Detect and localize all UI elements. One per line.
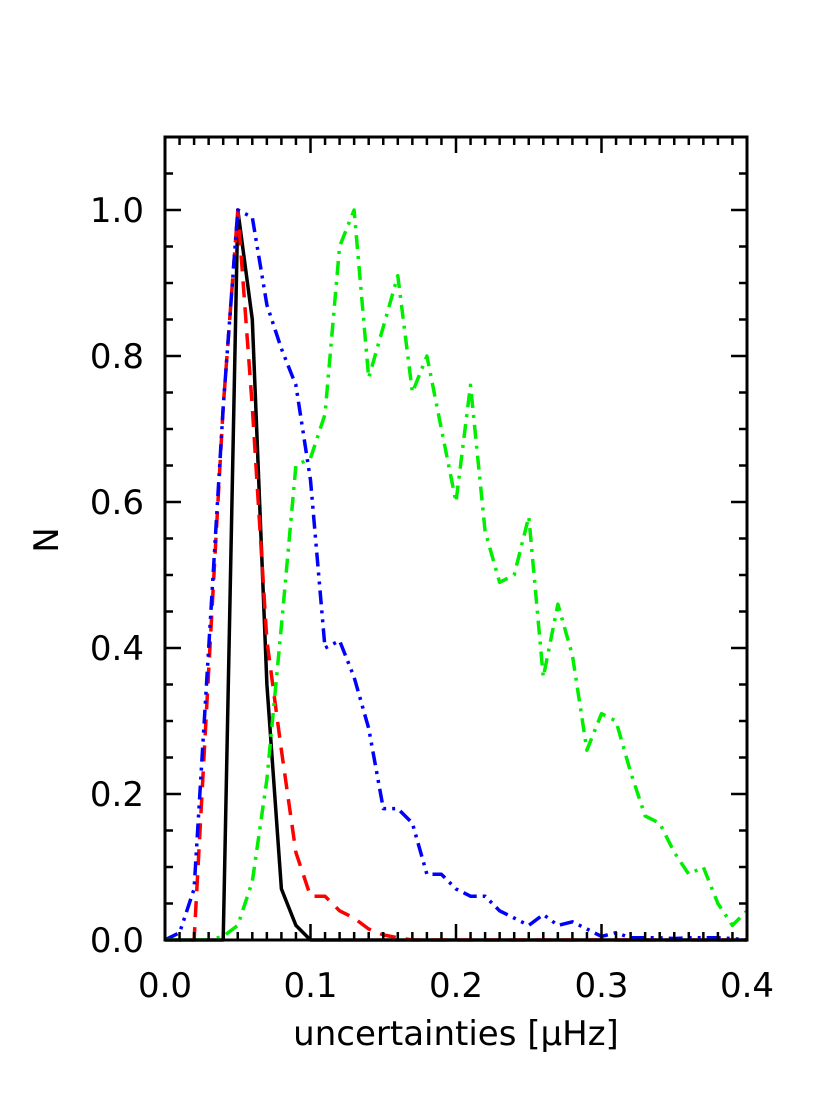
x-tick-label: 0.4 (720, 966, 774, 1006)
x-tick-label: 0.2 (429, 966, 483, 1006)
x-axis-title: uncertainties [μHz] (293, 1014, 619, 1054)
y-tick-label: 0.2 (90, 775, 144, 815)
axis-ticks (163, 135, 749, 942)
y-axis-title: N (27, 527, 67, 552)
y-tick-label: 0.6 (90, 483, 144, 523)
y-tick-labels: 0.0 0.2 0.4 0.6 0.8 1.0 (90, 191, 144, 961)
y-tick-label: 0.0 (90, 921, 144, 961)
y-tick-label: 1.0 (90, 191, 144, 231)
x-tick-labels: 0.0 0.1 0.2 0.3 0.4 (138, 966, 774, 1006)
x-tick-label: 0.3 (574, 966, 628, 1006)
y-tick-label: 0.4 (90, 629, 144, 669)
plot-frame (163, 135, 749, 942)
series-line-1 (165, 208, 747, 942)
series-line-4 (165, 208, 749, 942)
series-line-3 (164, 208, 748, 942)
x-tick-label: 0.1 (283, 966, 337, 1006)
series-layer (164, 208, 749, 942)
x-tick-label: 0.0 (138, 966, 192, 1006)
y-tick-label: 0.8 (90, 337, 144, 377)
